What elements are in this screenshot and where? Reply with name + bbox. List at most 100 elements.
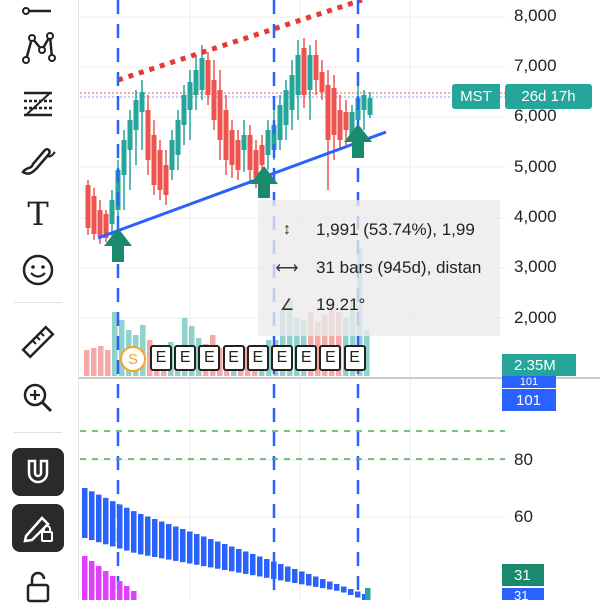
symbol-badge[interactable]: MST [452,84,500,109]
indicator-bar [201,536,207,567]
magnet-tool[interactable] [12,448,64,496]
indicator-bar [131,511,137,553]
indicator-badge-top: 101 [502,376,556,388]
indicator-axis-label: 60 [514,507,533,526]
volume-bar [98,346,104,376]
indicator-bar-secondary [103,571,109,600]
volume-bar [364,330,370,376]
fib-icon [24,91,52,117]
earnings-event-marker[interactable]: E [174,345,197,371]
ruler-icon [21,325,55,359]
resistance-line[interactable] [117,0,363,83]
candle-body [331,88,337,135]
price-axis-label: 8,000 [514,6,557,25]
zoom-in-tool[interactable] [12,374,64,422]
candle-body [127,120,133,150]
indicator-badge-blue: 31 [502,588,544,600]
candle-body [367,98,373,115]
earnings-event-marker[interactable]: E [222,345,245,371]
measure-tooltip: ↕ 1,991 (53.74%), 1,99 ⟷ 31 bars (945d),… [258,200,500,336]
candle-body [145,110,151,160]
indicator-bar [229,546,235,572]
candle-body [289,75,295,110]
indicator-bar [152,519,158,557]
measure-angle: 19.21° [316,295,366,314]
earnings-event-marker[interactable]: E [319,345,342,371]
zoom-in-icon [23,383,53,413]
indicator-bar [341,586,347,593]
candle-body [91,196,97,234]
volume-bar [329,302,335,376]
up-arrow-icon [344,124,372,158]
split-event-marker[interactable]: S [120,346,146,372]
fib-tool[interactable] [12,80,64,128]
earnings-event-marker[interactable]: E [343,345,366,371]
indicator-bar [96,494,102,543]
symbol-label: MST [460,88,492,105]
ruler-tool[interactable] [12,318,64,366]
indicator-bar [173,526,179,561]
volume-bar [119,320,125,376]
brush-tool[interactable] [12,136,64,184]
lock-icon [26,571,50,603]
candle-body [235,140,241,170]
indicator-axis-label: 80 [514,450,533,469]
pattern-icon [22,31,56,64]
price-axis-label: 6,000 [514,106,557,125]
lock-drawings-tool[interactable] [12,504,64,552]
candle-body [217,90,223,140]
indicator-badge-green: 31 [502,564,544,586]
candlesticks [85,38,373,244]
up-arrow-icon [104,228,132,262]
up-arrow-icon [250,166,278,198]
price-axis-label: 2,000 [514,308,557,327]
indicator-bar-secondary [117,581,123,600]
candle-body [175,120,181,155]
emoji-tool[interactable] [12,246,64,294]
earnings-event-marker[interactable]: E [295,345,318,371]
pattern-tool[interactable] [12,24,64,72]
text-tool[interactable]: T [12,190,64,238]
measure-bars-row: ⟷ 31 bars (945d), distan [274,258,482,278]
earnings-event-marker[interactable]: E [198,345,221,371]
indicator-bar [89,491,95,541]
pencil-lock-icon [23,516,53,543]
indicator-bar [292,569,298,583]
indicator-bar-secondary [124,586,130,600]
candle-body [193,70,199,95]
earnings-event-marker[interactable]: E [246,345,269,371]
vertical-measure-icon: ↕ [283,221,291,238]
indicator-bar [285,566,291,582]
volume-badge: 2.35M [502,354,576,376]
candle-body [205,60,211,95]
indicator-bar [166,524,172,560]
trend-line-tool[interactable] [12,0,64,30]
volume-bar [280,310,286,376]
indicator-bar-secondary [89,561,95,600]
candle-body [139,92,145,112]
candle-body [103,214,109,238]
candle-body [253,150,259,178]
trend-line-icon [22,7,51,15]
earnings-event-marker[interactable]: E [271,345,293,371]
candle-body [247,135,253,170]
candle-body [259,145,265,165]
indicator-bar [271,561,277,580]
volume-bar [287,300,293,376]
indicator-bar [138,514,144,555]
support-trend-line[interactable] [97,130,387,240]
indicator-bar [236,549,242,573]
indicator-bar [124,507,130,551]
indicator-bar [117,504,123,549]
indicator-histogram [82,488,371,600]
indicator-bar [348,589,354,595]
candle-body [97,210,103,236]
candle-body [211,80,217,120]
countdown-label: 26d 17h [521,88,576,105]
earnings-event-marker[interactable]: E [150,345,172,371]
horizontal-measure-icon: ⟷ [275,260,299,277]
indicator-bar-secondary [131,591,137,600]
indicator-bar [82,488,88,538]
lock-tool[interactable] [12,562,64,610]
indicator-bar [110,501,116,547]
